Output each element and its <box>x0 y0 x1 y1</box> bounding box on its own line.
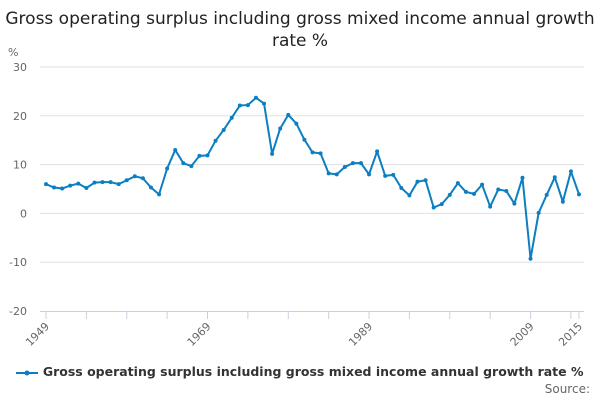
data-point <box>415 179 420 184</box>
data-point <box>472 191 477 196</box>
x-tick-label: 2015 <box>556 320 585 349</box>
data-point <box>221 127 226 132</box>
data-point <box>286 112 291 117</box>
data-point <box>318 151 323 156</box>
data-point <box>302 137 307 142</box>
x-tick-label: 1949 <box>23 320 52 349</box>
data-point <box>544 192 549 197</box>
data-point <box>294 121 299 126</box>
data-point <box>480 182 485 187</box>
data-point <box>528 256 533 261</box>
data-point <box>334 172 339 177</box>
data-point <box>391 172 396 177</box>
y-tick-label: -20 <box>9 305 27 318</box>
data-point <box>310 150 315 155</box>
data-point <box>577 192 581 197</box>
series-line <box>45 96 580 260</box>
data-point <box>245 103 250 108</box>
data-point <box>278 126 283 131</box>
data-point <box>488 204 493 209</box>
y-tick-label: 0 <box>20 207 27 220</box>
data-point <box>253 95 258 100</box>
data-point <box>84 186 89 191</box>
data-point <box>165 166 170 171</box>
data-point <box>108 180 113 185</box>
data-point <box>189 164 194 169</box>
data-point <box>173 147 178 152</box>
y-tick-label: 20 <box>13 110 27 123</box>
data-point <box>463 189 468 194</box>
legend[interactable]: Gross operating surplus including gross … <box>0 364 600 379</box>
source-label: Source: <box>544 382 590 396</box>
legend-marker <box>16 370 39 375</box>
data-point <box>536 210 541 215</box>
data-point <box>181 161 186 166</box>
data-point <box>342 165 347 170</box>
y-axis-label: % <box>8 46 18 59</box>
data-point <box>229 115 234 120</box>
data-point <box>205 153 210 158</box>
data-point <box>140 176 145 181</box>
data-point <box>92 180 97 185</box>
data-point <box>568 169 573 174</box>
data-point <box>100 180 105 185</box>
data-point <box>512 201 517 206</box>
data-point <box>157 192 162 197</box>
x-tick-label: 1969 <box>185 320 214 349</box>
data-point <box>270 151 275 156</box>
legend-label: Gross operating surplus including gross … <box>42 364 584 379</box>
data-point <box>552 175 557 180</box>
data-point <box>213 138 218 143</box>
x-tick-label: 2009 <box>508 320 537 349</box>
data-point <box>496 187 501 192</box>
data-point <box>504 188 509 193</box>
data-point <box>350 161 355 166</box>
data-point <box>423 178 428 183</box>
data-point <box>148 185 153 190</box>
data-point <box>68 183 73 188</box>
data-point <box>447 192 452 197</box>
data-point <box>431 205 436 210</box>
y-tick-label: 30 <box>13 61 27 74</box>
data-point <box>237 103 242 108</box>
data-point <box>560 199 565 204</box>
data-point <box>116 182 121 187</box>
data-point <box>520 175 525 180</box>
x-tick-label: 1989 <box>346 320 375 349</box>
data-point <box>399 186 404 191</box>
data-point <box>262 101 267 106</box>
data-point <box>52 185 57 190</box>
data-point <box>326 171 331 176</box>
data-point <box>455 181 460 186</box>
data-point <box>367 172 372 177</box>
chart-title: Gross operating surplus including gross … <box>5 9 595 51</box>
data-point <box>375 149 380 154</box>
data-point <box>44 182 48 187</box>
data-point <box>60 186 65 191</box>
data-point <box>407 193 412 198</box>
y-tick-label: 10 <box>13 159 27 172</box>
data-point <box>358 161 363 166</box>
y-tick-label: -10 <box>9 256 27 269</box>
data-point <box>124 178 129 183</box>
data-point <box>76 181 81 186</box>
data-point <box>132 174 137 179</box>
data-point <box>197 153 202 158</box>
data-point <box>439 202 444 207</box>
data-point <box>383 173 388 178</box>
